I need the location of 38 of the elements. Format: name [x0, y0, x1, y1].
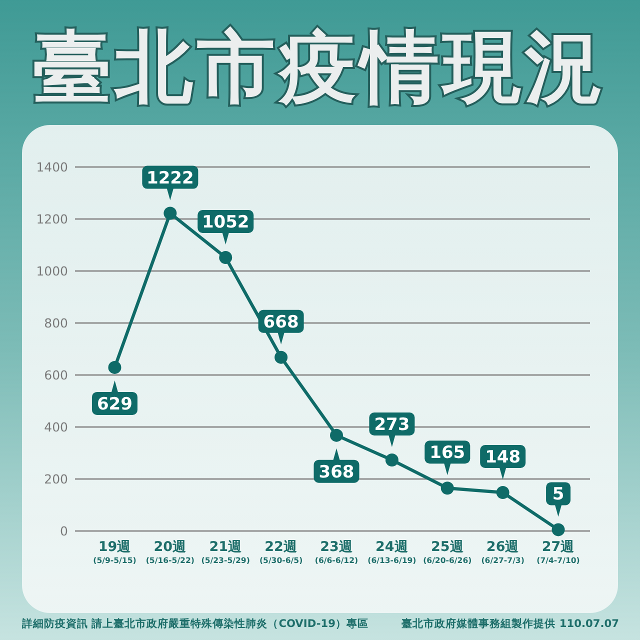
x-tick-label: 24週 — [376, 539, 408, 555]
y-tick-label: 1000 — [36, 264, 68, 278]
data-label: 1222 — [146, 168, 194, 188]
data-label: 273 — [374, 415, 410, 436]
x-tick-label: 19週 — [98, 539, 132, 555]
y-tick-label: 600 — [44, 368, 68, 382]
y-tick-label: 400 — [44, 420, 68, 434]
data-label: 368 — [318, 462, 354, 482]
data-label: 1052 — [202, 212, 250, 232]
y-tick-label: 1400 — [36, 160, 68, 174]
data-label: 5 — [552, 484, 564, 505]
y-tick-label: 200 — [44, 472, 68, 486]
x-tick-label: 26週 — [486, 539, 520, 555]
data-label: 1052 — [198, 210, 254, 244]
data-label: 668 — [263, 312, 299, 332]
data-label: 368 — [314, 448, 360, 483]
annotation: 詳細防疫資訊 請上臺北市政府嚴重特殊傳染性肺炎（COVID-19）專區 — [22, 618, 368, 630]
y-tick-label: 1200 — [36, 212, 68, 226]
data-label: 148 — [485, 448, 521, 468]
data-label: 1222 — [142, 166, 198, 200]
data-label: 273 — [369, 412, 415, 448]
y-tick-label: 800 — [44, 316, 68, 330]
data-label: 165 — [424, 440, 470, 476]
x-tick-label: 25週 — [431, 539, 464, 555]
data-label: 148 — [480, 445, 526, 480]
data-label: 165 — [430, 443, 466, 464]
x-tick-label: 23週 — [320, 539, 353, 555]
data-label: 629 — [96, 394, 132, 414]
y-tick-label: 0 — [60, 524, 68, 538]
title: 臺北市疫情現況 — [33, 23, 607, 113]
x-tick-label: 22週 — [264, 539, 298, 555]
x-tick-label: 27週 — [542, 539, 575, 555]
data-label: 5 — [546, 482, 571, 517]
x-tick-label: 21週 — [209, 539, 242, 555]
annotation: 臺北市政府媒體事務組製作提供 110.07.07 — [402, 618, 619, 630]
data-label: 668 — [258, 310, 304, 344]
data-label: 629 — [92, 380, 138, 415]
x-tick-label: 20週 — [154, 539, 187, 555]
